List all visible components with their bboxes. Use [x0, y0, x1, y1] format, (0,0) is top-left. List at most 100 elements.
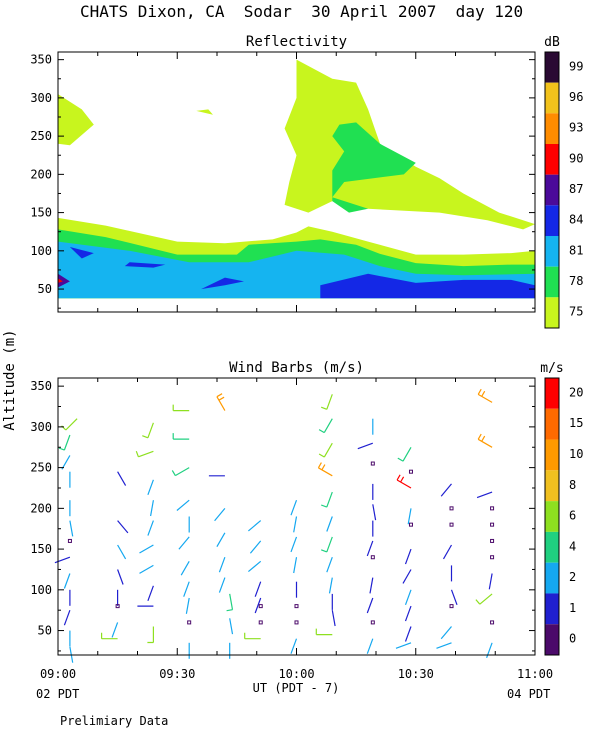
- reflectivity-contour-78: [332, 122, 416, 213]
- wind-barb: [404, 605, 412, 622]
- reflectivity-contour-90: [58, 278, 63, 283]
- wind-barb: [476, 491, 493, 499]
- wind-barb: [54, 556, 71, 564]
- wind-barb-calm: [115, 604, 120, 609]
- wind-barb: [147, 479, 154, 496]
- wind-barb: [357, 442, 374, 450]
- reflectivity-colorbar-swatch: [545, 113, 559, 144]
- y-tick-label: 50: [38, 624, 52, 638]
- wind-barb: [290, 536, 298, 553]
- y-tick-label: 100: [30, 583, 52, 597]
- y-tick-label: 300: [30, 420, 52, 434]
- wind-barb: [226, 593, 234, 612]
- panel-title: Wind Barbs (m/s): [229, 360, 364, 376]
- wind-barb: [139, 564, 154, 574]
- panel-title: Reflectivity: [246, 34, 347, 50]
- wind-barb: [475, 593, 493, 605]
- wind-barb: [111, 622, 119, 638]
- wind-colorbar-swatch: [545, 470, 559, 502]
- wind-colorbar-label: 8: [569, 478, 576, 492]
- wind-barb: [290, 499, 298, 516]
- reflectivity-colorbar-swatch: [545, 236, 559, 267]
- y-tick-label: 350: [30, 53, 52, 67]
- wind-barb: [366, 540, 374, 557]
- wind-colorbar-label: 2: [569, 570, 576, 584]
- wind-barb: [150, 500, 154, 517]
- wind-barb: [290, 638, 298, 654]
- reflectivity-colorbar-label: 93: [569, 121, 583, 135]
- reflectivity-colorbar-label: 96: [569, 90, 583, 104]
- reflectivity-contour-87: [58, 273, 70, 288]
- wind-colorbar-label: 1: [569, 601, 576, 615]
- wind-barb: [404, 626, 412, 642]
- wind-barb: [249, 540, 262, 554]
- wind-barb: [180, 561, 190, 576]
- wind-barb: [135, 450, 154, 458]
- wind-barb: [117, 544, 127, 560]
- wind-barb-calm: [490, 620, 495, 625]
- y-tick-label: 100: [30, 244, 52, 258]
- wind-barb-calm: [294, 620, 299, 625]
- y-tick-label: 250: [30, 129, 52, 143]
- y-tick-label: 150: [30, 542, 52, 556]
- wind-barb-calm: [370, 620, 375, 625]
- wind-barb: [61, 455, 71, 470]
- reflectivity-colorbar-swatch: [545, 52, 559, 83]
- wind-barb: [69, 520, 74, 537]
- wind-barb: [254, 581, 262, 597]
- wind-barb: [218, 577, 226, 593]
- wind-barb: [320, 491, 333, 508]
- wind-barb-calm: [294, 604, 299, 609]
- wind-barb: [248, 560, 262, 573]
- wind-barb: [331, 610, 336, 627]
- y-tick-label: 50: [38, 282, 52, 296]
- wind-barb: [407, 508, 412, 525]
- wind-barb: [477, 388, 493, 403]
- wind-barb: [101, 632, 118, 640]
- reflectivity-contour-75: [58, 94, 94, 146]
- wind-barb: [402, 569, 412, 584]
- wind-barb-calm: [449, 604, 454, 609]
- y-tick-label: 200: [30, 501, 52, 515]
- reflectivity-colorbar-unit: dB: [544, 35, 560, 50]
- wind-colorbar-label: 15: [569, 416, 583, 430]
- wind-barb: [404, 548, 412, 565]
- wind-barb: [254, 597, 262, 614]
- wind-barb: [366, 638, 374, 654]
- wind-barb-calm: [490, 522, 495, 527]
- wind-barb: [372, 504, 377, 521]
- wind-colorbar-swatch: [545, 624, 559, 655]
- wind-barb: [214, 508, 226, 522]
- wind-barb: [117, 471, 127, 486]
- wind-barb: [172, 433, 190, 440]
- reflectivity-colorbar-swatch: [545, 174, 559, 206]
- y-tick-label: 300: [30, 91, 52, 105]
- wind-barb: [142, 422, 154, 439]
- x-axis-label: UT (PDT - 7): [253, 681, 340, 695]
- wind-colorbar-label: 0: [569, 632, 576, 646]
- wind-barb: [440, 626, 452, 640]
- wind-barb-calm: [67, 538, 72, 543]
- y-tick-label: 250: [30, 461, 52, 475]
- wind-barb: [171, 467, 190, 477]
- wind-barb: [216, 393, 226, 411]
- wind-colorbar-swatch: [545, 501, 559, 532]
- wind-colorbar-swatch: [545, 439, 559, 471]
- reflectivity-colorbar-swatch: [545, 82, 559, 114]
- wind-barb-calm: [490, 538, 495, 543]
- wind-barb: [369, 577, 374, 594]
- x-tick-label: 10:30: [398, 667, 434, 681]
- y-axis-label: Altitude (m): [2, 329, 18, 430]
- wind-barb: [442, 544, 453, 560]
- wind-barb: [185, 597, 190, 614]
- reflectivity-contour-84: [320, 273, 535, 299]
- wind-barb: [486, 642, 493, 659]
- wind-barb: [63, 609, 71, 626]
- wind-barb: [117, 520, 129, 534]
- y-tick-label: 350: [30, 379, 52, 393]
- page-title: CHATS Dixon, CA Sodar 30 April 2007 day …: [80, 2, 524, 21]
- wind-colorbar-label: 4: [569, 539, 576, 553]
- wind-colorbar-label: 6: [569, 509, 576, 523]
- reflectivity-colorbar-swatch: [545, 144, 559, 175]
